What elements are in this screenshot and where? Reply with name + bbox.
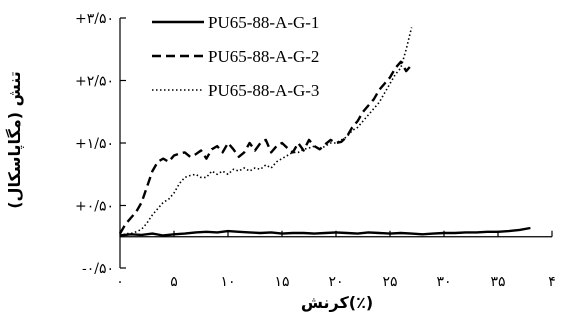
legend-label-1: PU65-88-A-G-1 [208, 13, 319, 32]
series-line-2 [118, 60, 413, 235]
y-tick-label: +۲/۵۰ [75, 74, 114, 90]
x-tick-label: ۳۵ [490, 274, 505, 290]
x-tick-label: ۴ [548, 274, 556, 290]
y-tick-label: +۱/۵۰ [75, 136, 114, 152]
axes: -۰/۵۰ +۰/۵۰ +۱/۵۰ +۲/۵۰ +۳/۵۰ ۰ ۵ ۱۰ ۱۵ ۲۰ ۲۵ ۳۰ ۳۵ ۴ [75, 11, 556, 290]
x-tick-label: ۰ [116, 274, 124, 290]
x-tick-label: ۳۰ [436, 274, 451, 290]
y-tick-label: +۰/۵۰ [75, 199, 114, 215]
series-line-3 [119, 27, 413, 238]
series-layer [118, 27, 531, 238]
series-line-1 [119, 226, 531, 237]
y-axis-label: تنش (مگاپاسکال) [5, 71, 25, 209]
x-tick-label: ۱۵ [274, 274, 289, 290]
legend-label-2: PU65-88-A-G-2 [208, 47, 319, 66]
y-tick-label: +۳/۵۰ [75, 11, 114, 27]
legend: PU65-88-A-G-1 PU65-88-A-G-2 PU65-88-A-G-3 [152, 13, 319, 100]
y-tick-label: -۰/۵۰ [82, 261, 114, 277]
x-axis-label: کرنش(٪) [301, 293, 373, 312]
x-tick-label: ۲۰ [328, 274, 343, 290]
legend-label-3: PU65-88-A-G-3 [208, 81, 319, 100]
x-tick-label: ۲۵ [382, 274, 397, 290]
x-tick-label: ۵ [170, 274, 178, 290]
x-tick-label: ۱۰ [220, 274, 235, 290]
